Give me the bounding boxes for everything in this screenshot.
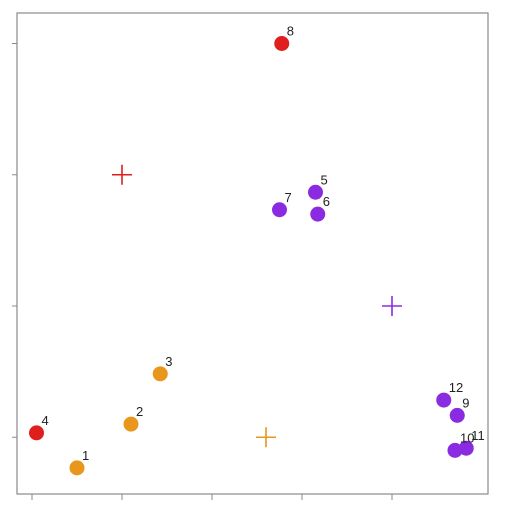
point-label: 3 [165, 354, 172, 369]
data-point [447, 442, 463, 458]
data-point [458, 440, 474, 456]
point-label: 1 [82, 448, 89, 463]
data-point [272, 202, 287, 218]
point-label: 6 [323, 194, 330, 209]
data-point [29, 425, 44, 441]
data-point [69, 460, 85, 476]
plot-frame [16, 12, 489, 495]
data-point [310, 206, 326, 222]
point-label: 7 [285, 190, 292, 205]
centroid-marker [382, 296, 402, 316]
point-label: 11 [471, 428, 485, 443]
data-point [274, 36, 290, 51]
centroid-marker [256, 427, 276, 448]
data-points [29, 36, 474, 476]
point-label: 12 [449, 380, 463, 395]
data-point [308, 184, 323, 200]
data-point [152, 366, 168, 382]
centroid-marker [112, 164, 132, 185]
data-point [436, 392, 452, 408]
point-label: 5 [321, 172, 328, 187]
point-label: 2 [136, 404, 143, 419]
data-point [449, 407, 465, 423]
point-label: 4 [42, 413, 49, 428]
point-label: 10 [460, 430, 474, 445]
centroid-markers [112, 164, 402, 448]
point-label: 8 [287, 24, 294, 39]
data-point [123, 416, 139, 432]
point-label: 9 [462, 395, 469, 410]
axis-ticks [12, 43, 393, 500]
